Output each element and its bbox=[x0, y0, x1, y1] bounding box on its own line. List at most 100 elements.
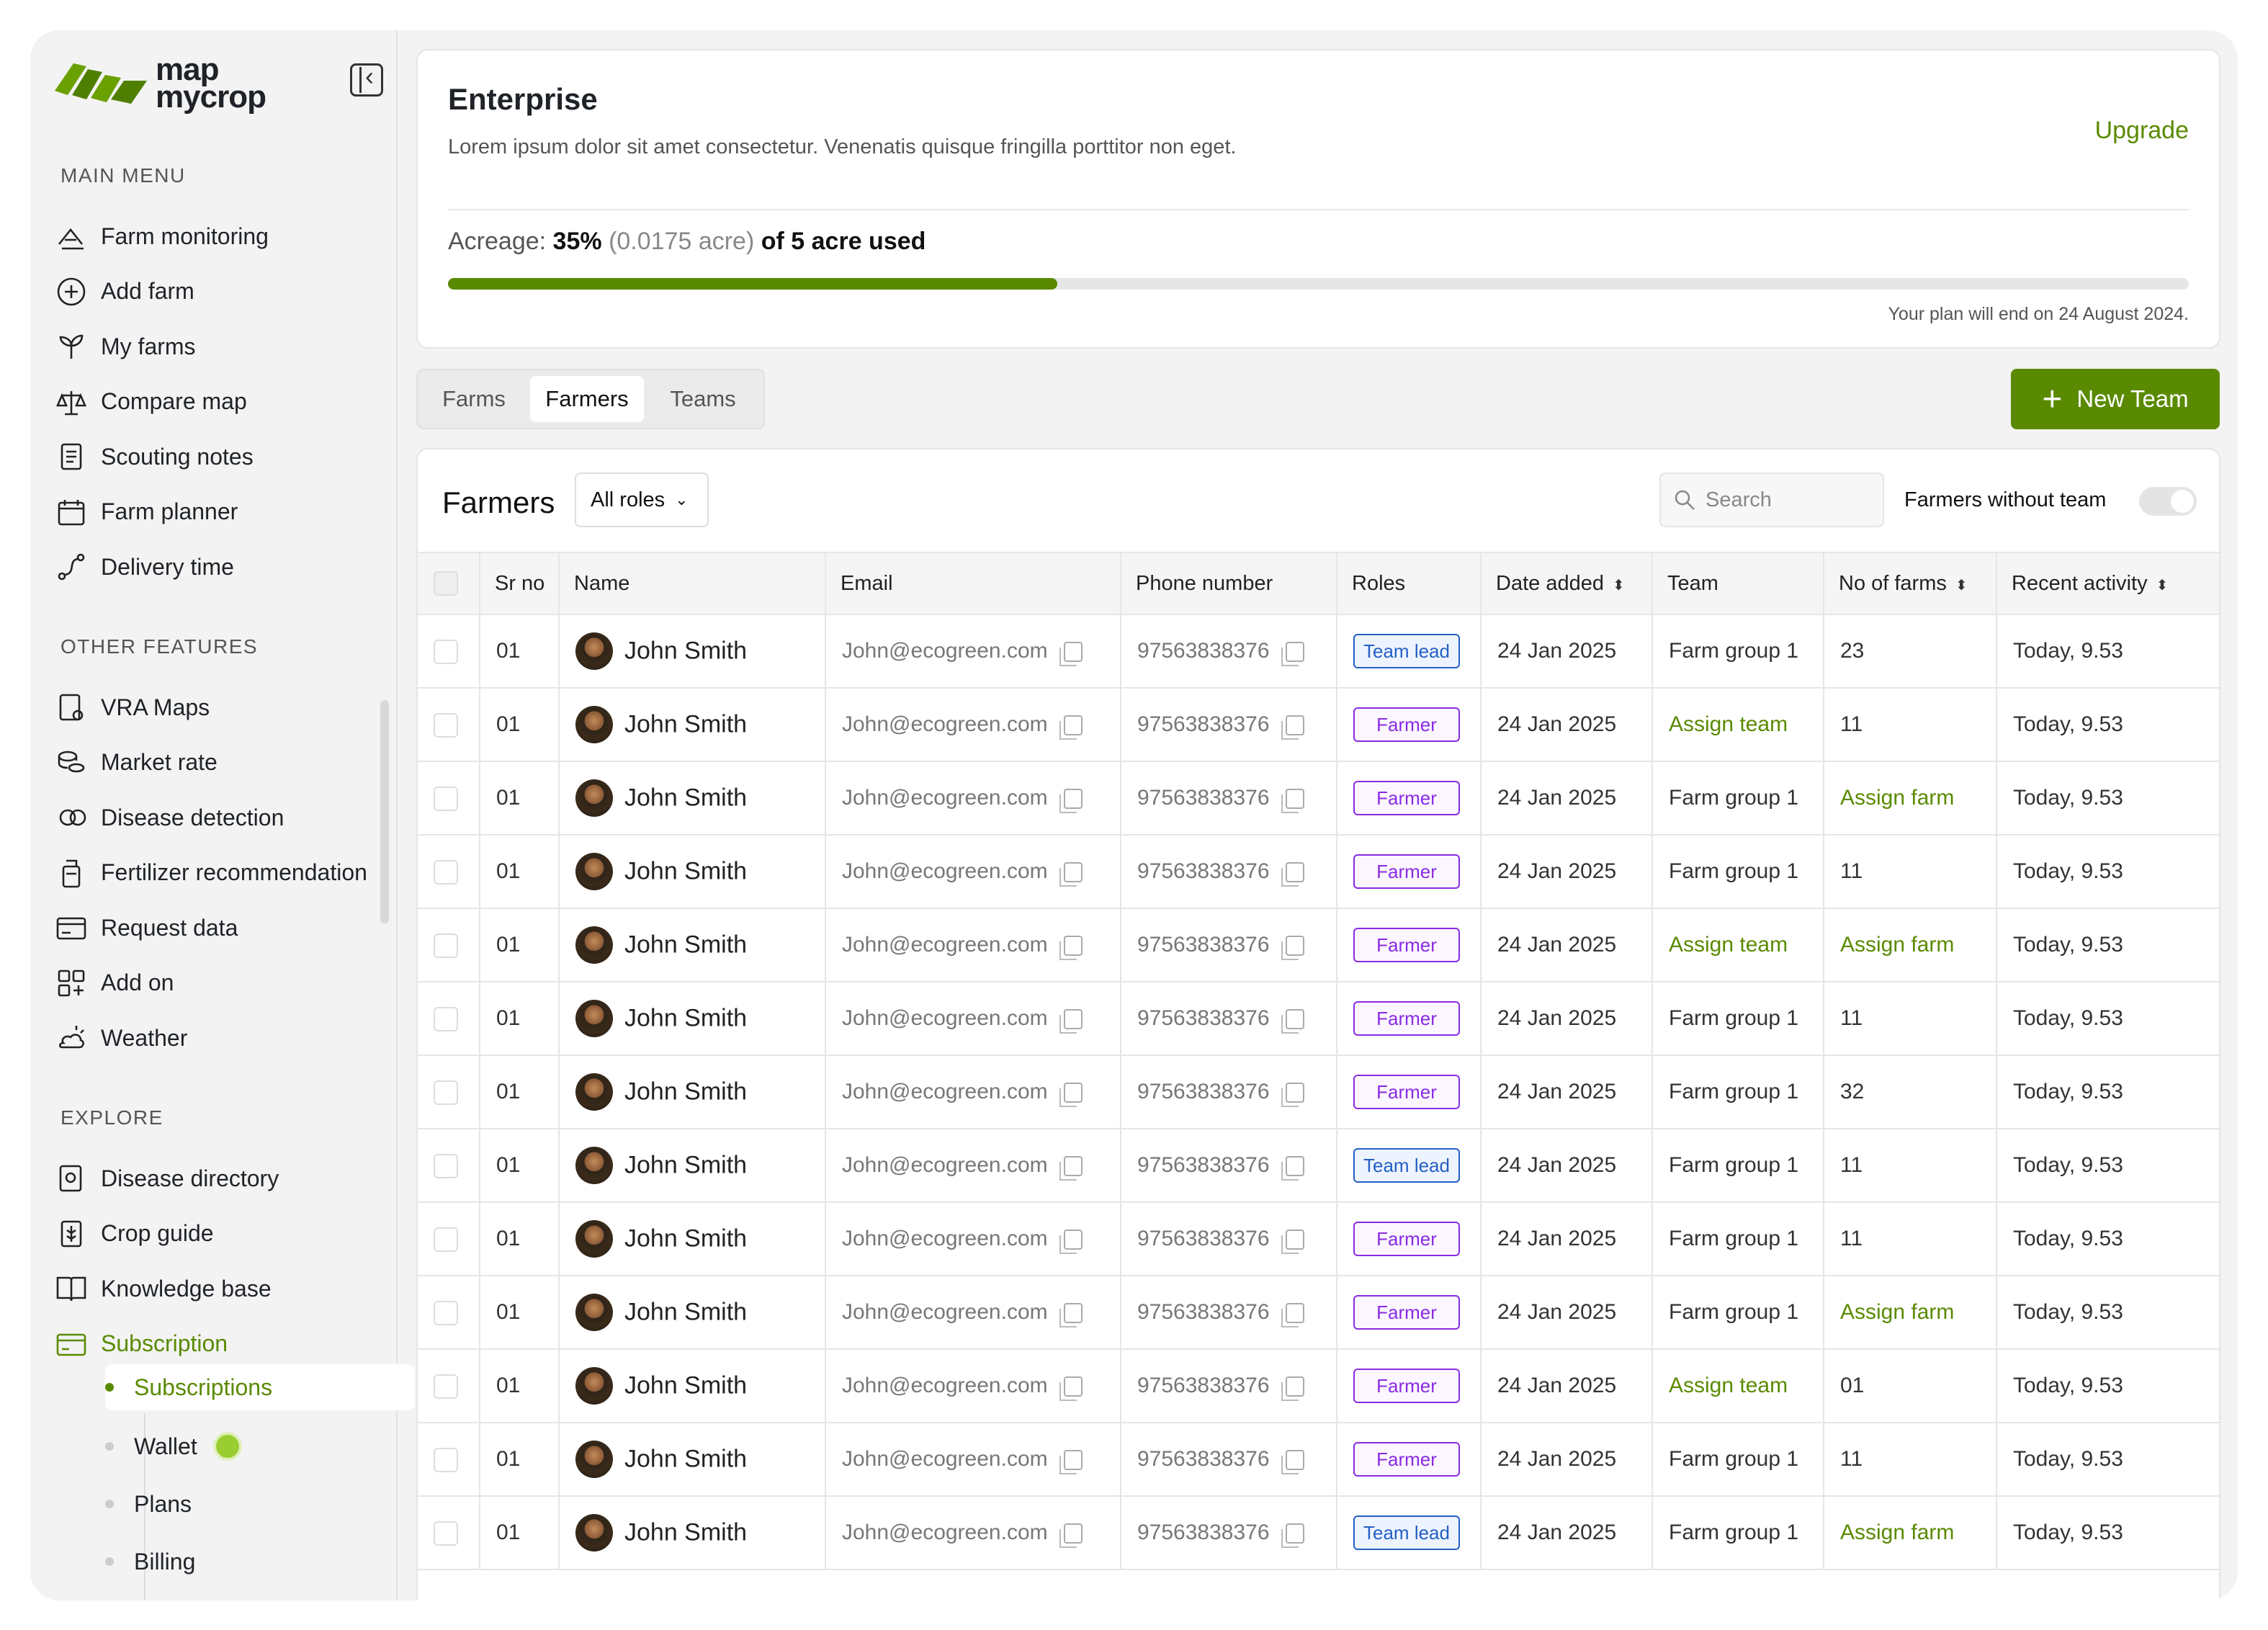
copy-icon[interactable] bbox=[1281, 1303, 1304, 1328]
copy-icon[interactable] bbox=[1281, 789, 1304, 814]
row-checkbox-cell[interactable] bbox=[418, 1349, 480, 1423]
copy-icon[interactable] bbox=[1059, 1230, 1083, 1255]
copy-icon[interactable] bbox=[1281, 936, 1304, 961]
copy-icon[interactable] bbox=[1281, 1376, 1304, 1402]
sidebar-item-my-farms[interactable]: My farms bbox=[55, 323, 372, 370]
copy-icon[interactable] bbox=[1281, 1009, 1304, 1034]
collapse-sidebar-button[interactable] bbox=[350, 61, 383, 97]
copy-icon[interactable] bbox=[1059, 1303, 1083, 1328]
sort-icon[interactable]: ⬍ bbox=[1955, 577, 1968, 594]
sidebar-item-knowledge-base[interactable]: Knowledge base bbox=[55, 1266, 372, 1312]
row-checkbox[interactable] bbox=[434, 933, 458, 958]
row-checkbox[interactable] bbox=[434, 786, 458, 811]
copy-icon[interactable] bbox=[1281, 1083, 1304, 1108]
col-no-of-farms[interactable]: No of farms ⬍ bbox=[1824, 552, 1997, 615]
team-cell[interactable]: Assign team bbox=[1652, 908, 1824, 982]
row-checkbox-cell[interactable] bbox=[418, 908, 480, 982]
farms-cell[interactable]: Assign farm bbox=[1824, 1496, 1997, 1570]
copy-icon[interactable] bbox=[1281, 642, 1304, 667]
submenu-item-subscriptions[interactable]: Subscriptions bbox=[105, 1364, 415, 1410]
copy-icon[interactable] bbox=[1281, 715, 1304, 740]
search-input[interactable]: Search bbox=[1659, 473, 1884, 527]
upgrade-link[interactable]: Upgrade bbox=[2094, 117, 2189, 144]
copy-icon[interactable] bbox=[1059, 1083, 1083, 1108]
copy-icon[interactable] bbox=[1059, 1523, 1083, 1549]
table-row[interactable]: 01 John Smith John@ecogreen.com 97563838… bbox=[418, 761, 2219, 836]
row-checkbox-cell[interactable] bbox=[418, 835, 480, 909]
row-checkbox[interactable] bbox=[434, 1374, 458, 1399]
team-cell[interactable]: Assign team bbox=[1652, 1349, 1824, 1423]
row-checkbox[interactable] bbox=[434, 639, 458, 664]
table-row[interactable]: 01 John Smith John@ecogreen.com 97563838… bbox=[418, 1496, 2219, 1570]
row-checkbox-cell[interactable] bbox=[418, 1055, 480, 1129]
row-checkbox[interactable] bbox=[434, 1006, 458, 1031]
sidebar-item-farm-planner[interactable]: Farm planner bbox=[55, 489, 372, 535]
row-checkbox-cell[interactable] bbox=[418, 1496, 480, 1570]
assign-farm-link[interactable]: Assign farm bbox=[1840, 933, 1955, 957]
copy-icon[interactable] bbox=[1059, 1450, 1083, 1475]
table-row[interactable]: 01 John Smith John@ecogreen.com 97563838… bbox=[418, 908, 2219, 982]
farms-cell[interactable]: Assign farm bbox=[1824, 908, 1997, 982]
submenu-item-wallet[interactable]: Wallet bbox=[105, 1423, 415, 1469]
sidebar-item-disease-directory[interactable]: Disease directory bbox=[55, 1155, 372, 1201]
row-checkbox[interactable] bbox=[434, 1447, 458, 1472]
sidebar-item-subscription[interactable]: Subscription bbox=[55, 1321, 372, 1367]
tab-teams[interactable]: Teams bbox=[670, 386, 736, 411]
copy-icon[interactable] bbox=[1059, 862, 1083, 887]
sort-icon[interactable]: ⬍ bbox=[2156, 577, 2169, 594]
sidebar-item-scouting-notes[interactable]: Scouting notes bbox=[55, 434, 372, 480]
row-checkbox[interactable] bbox=[434, 1227, 458, 1252]
table-row[interactable]: 01 John Smith John@ecogreen.com 97563838… bbox=[418, 835, 2219, 909]
row-checkbox-cell[interactable] bbox=[418, 1276, 480, 1350]
copy-icon[interactable] bbox=[1059, 789, 1083, 814]
table-row[interactable]: 01 John Smith John@ecogreen.com 97563838… bbox=[418, 1349, 2219, 1423]
sidebar-item-weather[interactable]: Weather bbox=[55, 1015, 372, 1061]
row-checkbox-cell[interactable] bbox=[418, 688, 480, 762]
copy-icon[interactable] bbox=[1281, 1450, 1304, 1475]
row-checkbox[interactable] bbox=[434, 1080, 458, 1105]
farms-cell[interactable]: Assign farm bbox=[1824, 1276, 1997, 1350]
row-checkbox[interactable] bbox=[434, 859, 458, 885]
sidebar-item-farm-monitoring[interactable]: Farm monitoring bbox=[55, 213, 372, 259]
assign-team-link[interactable]: Assign team bbox=[1669, 1374, 1788, 1397]
select-all-checkbox[interactable] bbox=[434, 571, 458, 596]
row-checkbox-cell[interactable] bbox=[418, 982, 480, 1056]
sidebar-item-market-rate[interactable]: Market rate bbox=[55, 740, 372, 786]
submenu-item-billing[interactable]: Billing bbox=[105, 1539, 415, 1585]
copy-icon[interactable] bbox=[1059, 1376, 1083, 1402]
assign-farm-link[interactable]: Assign farm bbox=[1840, 1300, 1955, 1324]
assign-team-link[interactable]: Assign team bbox=[1669, 712, 1788, 736]
row-checkbox[interactable] bbox=[434, 1153, 458, 1178]
table-row[interactable]: 01 John Smith John@ecogreen.com 97563838… bbox=[418, 614, 2219, 689]
sort-icon[interactable]: ⬍ bbox=[1612, 577, 1625, 594]
row-checkbox[interactable] bbox=[434, 1521, 458, 1546]
table-row[interactable]: 01 John Smith John@ecogreen.com 97563838… bbox=[418, 1423, 2219, 1497]
copy-icon[interactable] bbox=[1059, 936, 1083, 961]
col-recent-activity[interactable]: Recent activity ⬍ bbox=[1996, 552, 2219, 615]
assign-farm-link[interactable]: Assign farm bbox=[1840, 1521, 1955, 1544]
table-row[interactable]: 01 John Smith John@ecogreen.com 97563838… bbox=[418, 1276, 2219, 1350]
copy-icon[interactable] bbox=[1059, 715, 1083, 740]
sidebar-scrollbar[interactable] bbox=[380, 700, 389, 923]
sidebar-item-compare-map[interactable]: Compare map bbox=[55, 379, 372, 425]
row-checkbox-cell[interactable] bbox=[418, 1202, 480, 1276]
sidebar-item-disease-detection[interactable]: Disease detection bbox=[55, 794, 372, 841]
tab-farms[interactable]: Farms bbox=[442, 386, 506, 411]
row-checkbox-cell[interactable] bbox=[418, 761, 480, 836]
assign-team-link[interactable]: Assign team bbox=[1669, 933, 1788, 957]
copy-icon[interactable] bbox=[1059, 642, 1083, 667]
copy-icon[interactable] bbox=[1281, 1523, 1304, 1549]
row-checkbox[interactable] bbox=[434, 1300, 458, 1325]
sidebar-item-request-data[interactable]: Request data bbox=[55, 905, 372, 951]
assign-farm-link[interactable]: Assign farm bbox=[1840, 786, 1955, 810]
col-date-added[interactable]: Date added ⬍ bbox=[1481, 552, 1653, 615]
team-cell[interactable]: Assign team bbox=[1652, 688, 1824, 762]
table-row[interactable]: 01 John Smith John@ecogreen.com 97563838… bbox=[418, 688, 2219, 762]
copy-icon[interactable] bbox=[1281, 1156, 1304, 1181]
row-checkbox-cell[interactable] bbox=[418, 614, 480, 689]
copy-icon[interactable] bbox=[1059, 1009, 1083, 1034]
table-row[interactable]: 01 John Smith John@ecogreen.com 97563838… bbox=[418, 1202, 2219, 1276]
sidebar-item-delivery-time[interactable]: Delivery time bbox=[55, 544, 372, 590]
table-row[interactable]: 01 John Smith John@ecogreen.com 97563838… bbox=[418, 982, 2219, 1056]
roles-filter-dropdown[interactable]: All roles ⌄ bbox=[575, 473, 709, 527]
